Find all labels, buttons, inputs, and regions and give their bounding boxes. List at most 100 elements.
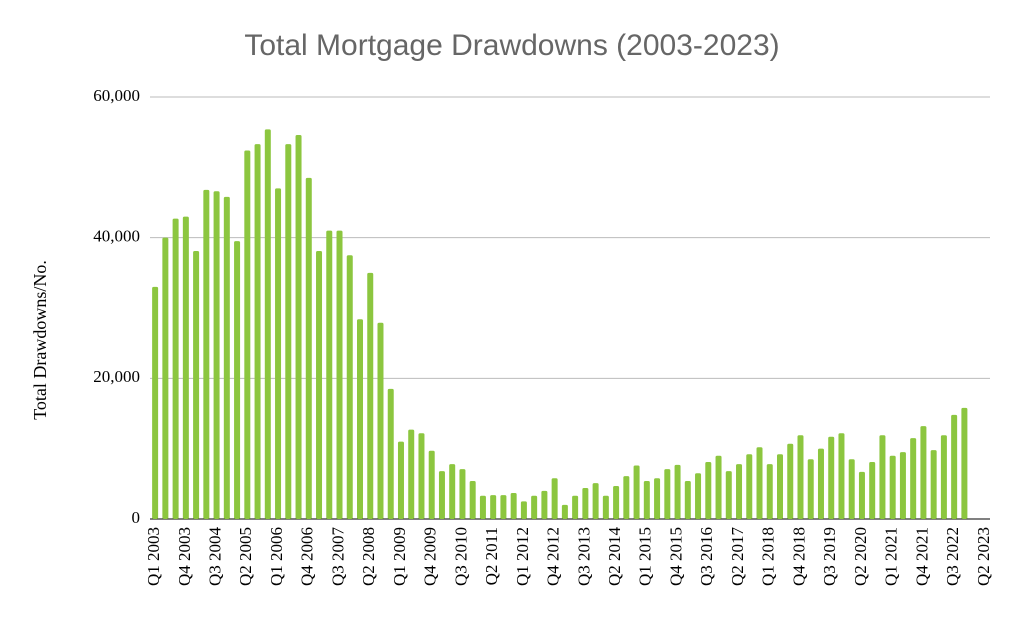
- bar: [695, 473, 702, 519]
- bar: [920, 426, 927, 519]
- bar: [234, 241, 241, 519]
- y-tick-label: 0: [132, 508, 141, 527]
- bar: [459, 469, 466, 519]
- bar: [541, 490, 548, 519]
- bar: [285, 144, 292, 519]
- chart-title: Total Mortgage Drawdowns (2003-2023): [244, 29, 779, 62]
- bar: [428, 450, 435, 519]
- bar: [777, 454, 783, 519]
- bar: [213, 191, 220, 519]
- bar: [889, 455, 896, 519]
- bar: [500, 495, 507, 519]
- x-tick-label: Q4 2012: [544, 527, 563, 586]
- bar: [193, 251, 200, 519]
- bar: [316, 251, 323, 519]
- bar: [797, 435, 804, 519]
- bar: [592, 483, 599, 519]
- bar: [705, 462, 712, 519]
- bar: [940, 435, 947, 519]
- bar: [684, 481, 691, 519]
- y-axis-title: Total Drawdowns/No.: [30, 260, 50, 420]
- bar: [828, 436, 835, 519]
- bar: [336, 230, 343, 519]
- bar: [633, 465, 640, 519]
- bar: [510, 492, 517, 519]
- x-tick-label: Q3 2010: [451, 527, 470, 586]
- bar: [961, 407, 968, 519]
- x-tick-label: Q1 2003: [144, 527, 163, 586]
- bar: [654, 478, 661, 519]
- x-tick-label: Q1 2018: [759, 527, 778, 586]
- bar: [582, 488, 589, 519]
- bar: [561, 504, 568, 519]
- bar: [264, 129, 271, 519]
- bar: [408, 429, 415, 519]
- x-tick-label: Q1 2021: [882, 527, 901, 586]
- x-tick-label: Q3 2004: [205, 527, 224, 587]
- bar: [531, 495, 538, 519]
- bar: [848, 459, 855, 519]
- bar: [346, 255, 353, 519]
- bar: [746, 454, 753, 519]
- bar: [223, 196, 230, 519]
- bar: [449, 464, 456, 519]
- bar: [879, 435, 886, 519]
- x-tick-label: Q4 2018: [789, 527, 808, 586]
- x-tick-label: Q1 2012: [513, 527, 532, 586]
- bar: [357, 319, 363, 519]
- x-tick-label: Q4 2015: [666, 527, 685, 586]
- bar: [572, 495, 579, 519]
- bar: [418, 433, 425, 519]
- bar: [162, 237, 169, 519]
- bar: [182, 216, 189, 520]
- bar: [930, 450, 937, 519]
- x-tick-label: Q3 2016: [697, 527, 716, 586]
- x-tick-label: Q2 2023: [974, 527, 993, 586]
- bar: [254, 144, 261, 519]
- x-tick-label: Q1 2009: [390, 527, 409, 586]
- y-tick-label: 20,000: [93, 367, 140, 386]
- bar: [479, 495, 486, 519]
- x-tick-label: Q4 2006: [298, 527, 317, 586]
- bar: [490, 495, 497, 519]
- x-tick-label: Q2 2008: [359, 527, 378, 586]
- bar: [869, 462, 876, 519]
- x-tick-label: Q3 2013: [574, 527, 593, 586]
- bar: [613, 485, 620, 519]
- bar: [766, 464, 773, 519]
- bar: [469, 481, 476, 519]
- bar: [807, 459, 814, 519]
- bar: [172, 218, 179, 519]
- bar: [725, 471, 732, 519]
- x-tick-label: Q4 2021: [912, 527, 931, 586]
- bar: [367, 272, 374, 519]
- bar: [377, 322, 384, 519]
- bar: [817, 448, 824, 519]
- x-tick-label: Q4 2003: [175, 527, 194, 586]
- bar: [664, 469, 671, 519]
- bar: [899, 452, 906, 519]
- x-tick-label: Q1 2015: [636, 527, 655, 586]
- bar: [838, 433, 845, 519]
- x-tick-label: Q2 2020: [851, 527, 870, 586]
- x-tick-label: Q3 2007: [328, 527, 347, 587]
- bar: [438, 471, 445, 519]
- x-tick-label: Q2 2014: [605, 527, 624, 587]
- bar: [910, 438, 917, 519]
- bar: [736, 464, 743, 519]
- bar: [305, 177, 312, 519]
- bar: [275, 188, 282, 519]
- bar: [715, 455, 722, 519]
- bar: [951, 414, 958, 519]
- bar: [326, 230, 333, 519]
- bar: [387, 388, 394, 519]
- bar: [623, 476, 630, 519]
- bar: [858, 471, 865, 519]
- y-tick-label: 40,000: [93, 227, 140, 246]
- x-tick-label: Q3 2022: [943, 527, 962, 586]
- bar: [203, 189, 210, 519]
- x-tick-label: Q4 2009: [421, 527, 440, 586]
- x-tick-label: Q1 2006: [267, 527, 286, 586]
- bar: [674, 464, 681, 519]
